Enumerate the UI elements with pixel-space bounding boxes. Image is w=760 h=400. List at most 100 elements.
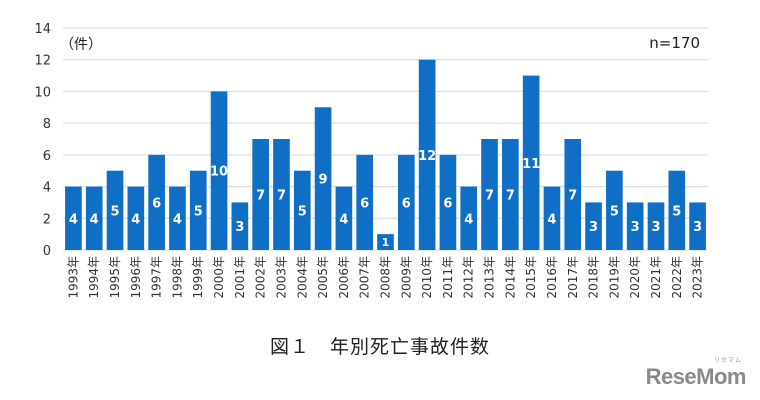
bar-value-label: 7 <box>506 189 515 204</box>
x-tick-label: 2018年 <box>587 256 601 299</box>
bar-value-label: 6 <box>152 196 161 211</box>
bar-value-label: 4 <box>173 212 182 227</box>
bar-2010年 <box>418 59 436 250</box>
figure-caption: 図１ 年別死亡事故件数 <box>269 336 490 358</box>
x-tick-label: 2021年 <box>649 256 663 299</box>
bar-2011年 <box>439 154 457 250</box>
y-tick-label: 2 <box>43 212 51 227</box>
bar-2003年 <box>273 139 290 250</box>
bar-2018年 <box>585 202 602 250</box>
bar-1998年 <box>169 186 186 250</box>
bar-value-label: 7 <box>277 189 286 204</box>
x-tick-label: 1999年 <box>191 256 205 299</box>
bar-1997年 <box>148 154 165 250</box>
bar-2008年 <box>377 234 394 250</box>
bar-2017年 <box>564 139 582 250</box>
bar-1996年 <box>127 186 145 250</box>
bar-value-label: 4 <box>69 212 78 227</box>
bar-value-label: 9 <box>319 173 328 188</box>
bar-2007年 <box>356 154 374 250</box>
bar-value-label: 6 <box>402 196 411 211</box>
bar-value-label: 5 <box>110 204 119 219</box>
x-tick-label: 2005年 <box>316 256 330 299</box>
y-tick-label: 14 <box>34 22 51 37</box>
x-tick-label: 1998年 <box>170 256 184 299</box>
bar-value-label: 4 <box>131 212 140 227</box>
bar-value-label: 6 <box>360 196 369 211</box>
x-tick-label: 2017年 <box>566 256 580 299</box>
x-tick-label: 1996年 <box>129 256 143 299</box>
bar-value-label: 3 <box>651 220 660 235</box>
bar-value-label: 7 <box>256 189 265 204</box>
resemom-logo: ReseMom リセマム <box>645 358 747 390</box>
bar-value-label: 3 <box>631 220 640 235</box>
x-tick-label: 2020年 <box>628 256 642 299</box>
bar-2009年 <box>397 154 415 250</box>
logo-subtext: リセマム <box>713 358 742 364</box>
bar-2012年 <box>460 186 478 250</box>
bar-value-label: 3 <box>235 220 244 235</box>
x-tick-label: 2016年 <box>545 256 559 299</box>
bar-2022年 <box>668 170 686 250</box>
x-tick-label: 1995年 <box>108 256 122 299</box>
bar-1999年 <box>189 170 207 250</box>
bar-value-label: 11 <box>522 157 540 172</box>
x-tick-label: 2004年 <box>295 256 309 299</box>
bar-value-label: 4 <box>464 212 473 227</box>
bar-value-label: 3 <box>693 220 702 235</box>
x-tick-label: 2019年 <box>607 256 621 299</box>
bar-value-label: 5 <box>298 204 307 219</box>
bar-1995年 <box>106 170 124 250</box>
x-tick-label: 2015年 <box>524 256 538 299</box>
x-tick-label: 2022年 <box>670 256 684 299</box>
bar-2005年 <box>314 107 332 251</box>
bar-value-label: 5 <box>672 204 681 219</box>
bar-value-label: 1 <box>382 236 390 249</box>
x-tick-label: 1994年 <box>87 256 101 299</box>
y-tick-label: 12 <box>34 54 51 69</box>
x-tick-label: 2013年 <box>483 256 497 299</box>
sample-size-note: n=170 <box>649 34 700 52</box>
bar-value-label: 5 <box>194 204 203 219</box>
bar-2020年 <box>626 202 644 250</box>
bar-value-label: 12 <box>418 149 436 164</box>
y-tick-label: 0 <box>43 244 51 259</box>
bar-2002年 <box>252 139 269 250</box>
x-tick-label: 2008年 <box>379 256 393 299</box>
bar-2016年 <box>543 186 561 250</box>
x-tick-label: 2001年 <box>233 256 247 299</box>
bar-value-label: 4 <box>90 212 99 227</box>
y-tick-label: 4 <box>43 181 51 196</box>
bar-value-label: 4 <box>547 212 556 227</box>
bar-1993年 <box>65 186 82 250</box>
bar-2023年 <box>689 202 706 250</box>
bar-value-label: 4 <box>339 212 348 227</box>
x-tick-label: 1997年 <box>150 256 164 299</box>
bar-value-label: 6 <box>443 196 452 211</box>
y-tick-label: 8 <box>43 117 51 132</box>
x-tick-label: 2010年 <box>420 256 434 299</box>
x-tick-label: 2009年 <box>399 256 413 299</box>
bar-value-label: 5 <box>610 204 619 219</box>
bar-2015年 <box>522 75 540 250</box>
x-tick-label: 1993年 <box>66 256 80 299</box>
bar-2006年 <box>335 186 353 250</box>
x-tick-label: 2003年 <box>274 256 288 299</box>
logo-text: ReseMom <box>645 364 747 389</box>
x-axis-ticks: 1993年 1994年 1995年 1996年 1997年 1998年 1999年 2000年… <box>66 256 704 299</box>
bar-2014年 <box>502 139 519 250</box>
bar-2001年 <box>231 202 249 250</box>
y-tick-label: 10 <box>34 85 51 100</box>
bar-2021年 <box>647 202 665 250</box>
x-tick-label: 2007年 <box>358 256 372 299</box>
bar-value-label: 7 <box>568 189 577 204</box>
y-axis-unit-label: （件） <box>60 37 102 53</box>
bar-2000年 <box>210 91 228 250</box>
x-tick-label: 2012年 <box>462 256 476 299</box>
x-tick-label: 2011年 <box>441 256 455 299</box>
bar-2013年 <box>481 139 498 250</box>
x-tick-label: 2000年 <box>212 256 226 299</box>
bar-1994年 <box>85 186 103 250</box>
x-tick-label: 2002年 <box>254 256 268 299</box>
